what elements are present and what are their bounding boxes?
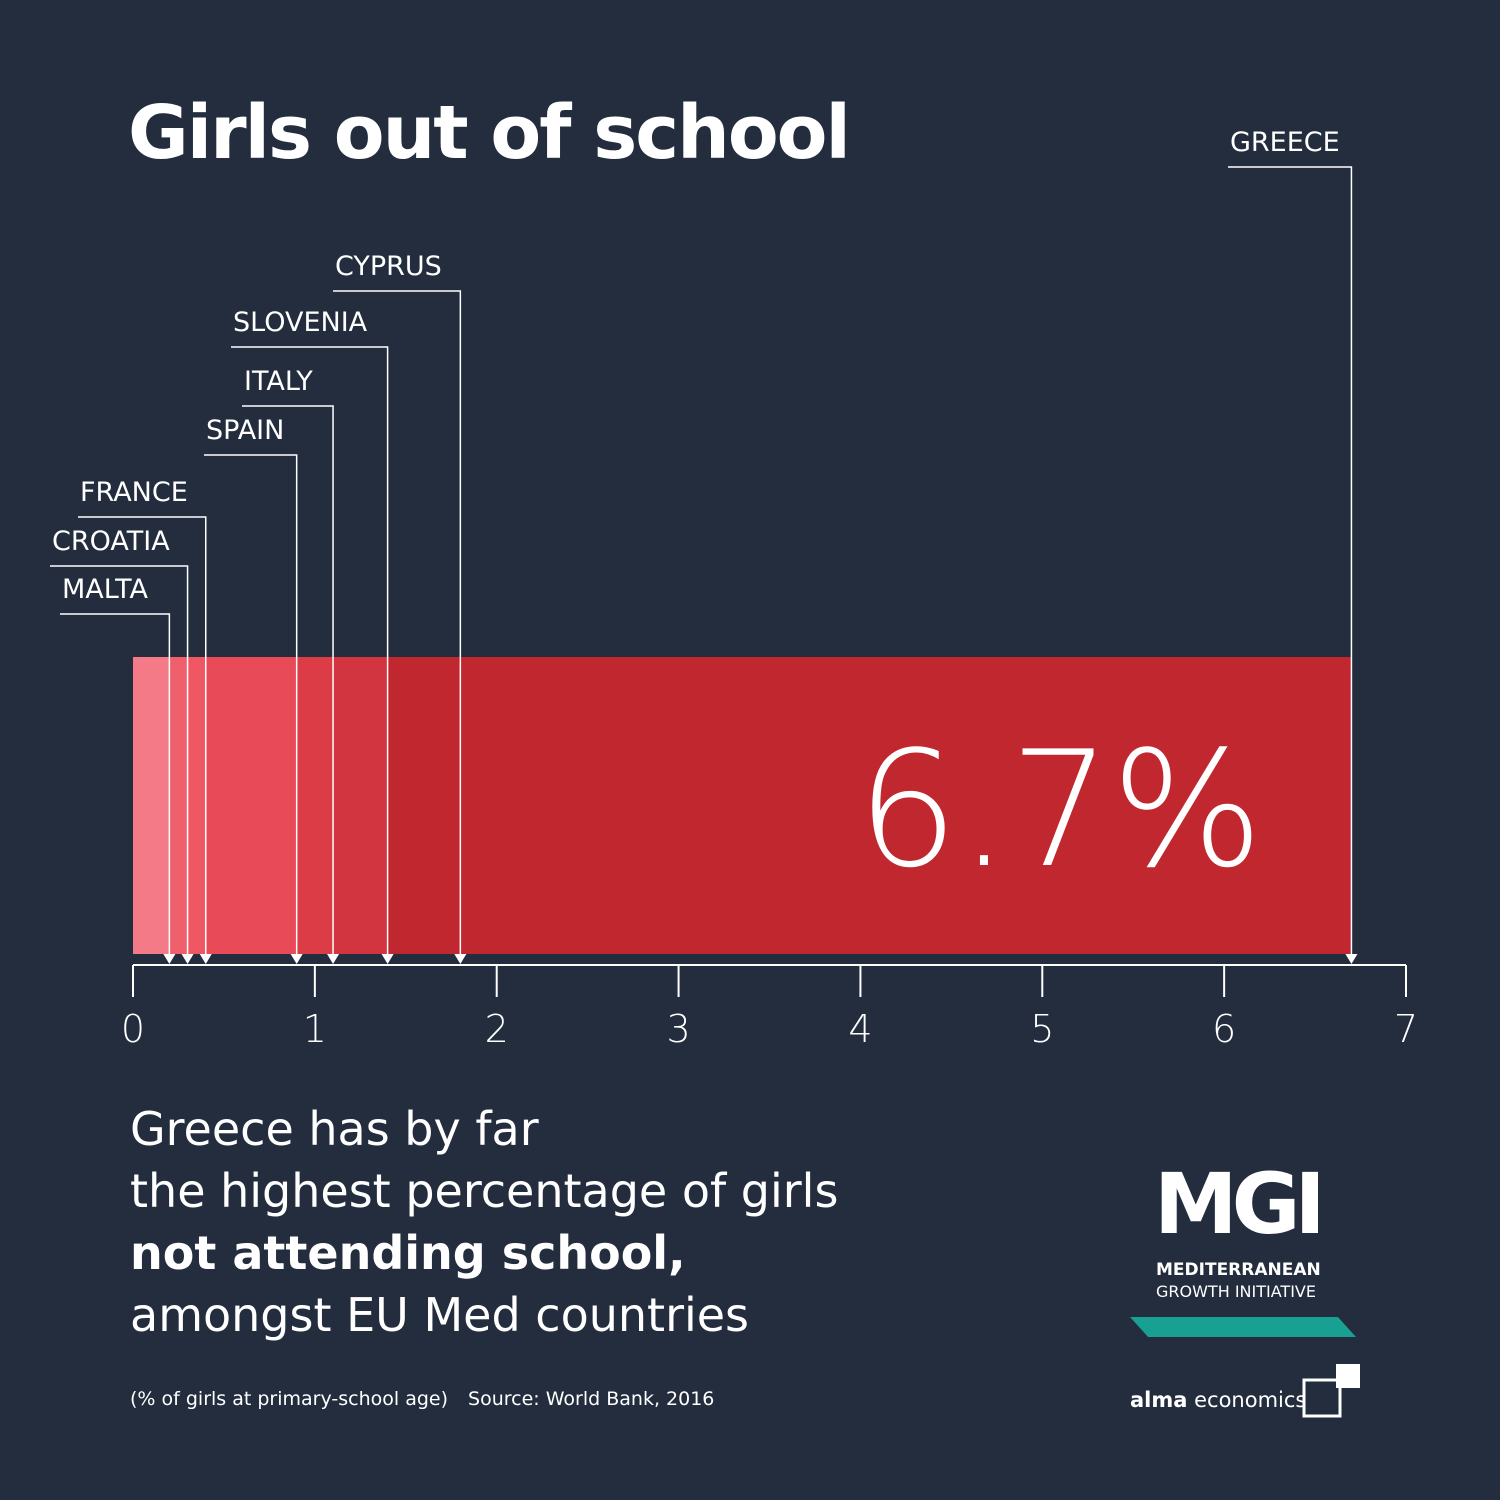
footnote-source: Source: World Bank, 2016 (468, 1388, 715, 1410)
leader-line-malta (60, 613, 171, 959)
country-label-malta: MALTA (62, 574, 148, 605)
bar-segment-malta (133, 657, 170, 954)
mgi-logo-stripe (1130, 1317, 1356, 1337)
alma-logo-text: alma economics (1130, 1388, 1306, 1412)
leader-line-croatia (50, 565, 189, 959)
x-tick-label-4: 4 (848, 1007, 872, 1051)
x-tick-label-5: 5 (1030, 1007, 1054, 1051)
chart-svg: 0 1 2 3 4 5 6 7 MALTA CROATIA FRANCE SPAIN ITALY SLOV… (50, 127, 1418, 1051)
marker-arrow-spain (290, 954, 303, 964)
leader-line-france (78, 516, 207, 959)
marker-arrow-malta (163, 954, 176, 964)
mgi-logo-line1: MEDITERRANEAN (1156, 1260, 1321, 1280)
alma-logo: alma economics (1130, 1362, 1370, 1420)
chart-title: Girls out of school (128, 90, 851, 176)
footnote-note: (% of girls at primary-school age) (130, 1388, 448, 1410)
footnote: (% of girls at primary-school age) Sourc… (130, 1388, 714, 1410)
x-tick-label-1: 1 (303, 1007, 327, 1051)
country-label-cyprus: CYPRUS (335, 251, 442, 282)
marker-arrow-greece (1345, 954, 1358, 964)
marker-arrow-italy (327, 954, 340, 964)
alma-logo-bold: alma (1130, 1388, 1188, 1412)
leader-line-greece (1228, 166, 1353, 959)
mgi-logo-line2: GROWTH INITIATIVE (1156, 1282, 1316, 1301)
marker-arrow-france (199, 954, 212, 964)
leader-line-cyprus (333, 290, 462, 959)
country-label-italy: ITALY (244, 366, 313, 397)
headline-line1: Greece has by far (130, 1102, 539, 1156)
headline-line3: not attending school, (130, 1226, 686, 1280)
mgi-logo: MGI MEDITERRANEAN GROWTH INITIATIVE (1130, 1162, 1370, 1337)
greece-value-label: 6.7% (857, 716, 1263, 903)
headline-line2: the highest percentage of girls (130, 1164, 839, 1218)
leader-line-slovenia (231, 346, 389, 959)
marker-arrow-slovenia (381, 954, 394, 964)
country-label-croatia: CROATIA (52, 526, 170, 557)
leader-line-spain (204, 454, 298, 959)
country-label-france: FRANCE (80, 477, 188, 508)
country-label-spain: SPAIN (206, 415, 284, 446)
country-label-greece: GREECE (1230, 127, 1340, 158)
marker-arrow-cyprus (454, 954, 467, 964)
alma-squares-icon (1302, 1364, 1360, 1418)
x-tick-label-3: 3 (666, 1007, 690, 1051)
x-tick-label-2: 2 (485, 1007, 509, 1051)
x-tick-label-0: 0 (121, 1007, 145, 1051)
headline-line4: amongst EU Med countries (130, 1288, 750, 1342)
x-tick-label-7: 7 (1394, 1007, 1418, 1051)
marker-arrow-croatia (181, 954, 194, 964)
alma-logo-rest: economics (1187, 1388, 1307, 1412)
x-tick-label-6: 6 (1212, 1007, 1236, 1051)
leader-line-italy (242, 405, 334, 959)
mgi-logo-text: MGI (1154, 1155, 1326, 1253)
country-label-slovenia: SLOVENIA (233, 307, 368, 338)
headline: Greece has by far the highest percentage… (130, 1098, 838, 1346)
